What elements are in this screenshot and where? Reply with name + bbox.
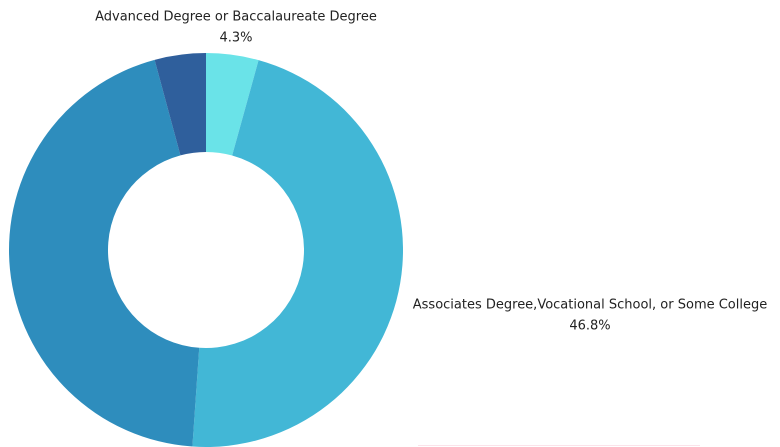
slice-value: 46.8% [569, 319, 610, 334]
donut-slice [154, 53, 206, 156]
donut-slice [9, 59, 200, 447]
slice-label: Associates Degree,Vocational School, or … [413, 298, 768, 313]
slice-label: Advanced Degree or Baccalaureate Degree [95, 10, 377, 25]
donut-slice [192, 60, 403, 447]
donut-slice [206, 53, 259, 156]
slice-value: 4.3% [219, 31, 252, 46]
